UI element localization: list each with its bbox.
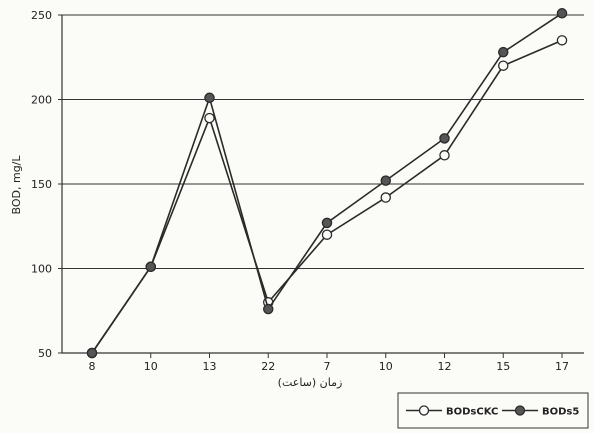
series-BODs5 — [86, 8, 568, 359]
x-tick-label-4: 7 — [324, 360, 331, 373]
point-BODs5-7 — [497, 46, 509, 58]
series-layer — [86, 8, 568, 359]
y-axis-label: BOD, mg/L — [10, 155, 23, 215]
x-tick-label-0: 8 — [89, 360, 96, 373]
x-tick-label-6: 12 — [438, 360, 452, 373]
x-tick-label-2: 13 — [203, 360, 217, 373]
y-tick-label-200: 200 — [31, 94, 52, 107]
point-BODs5-2 — [204, 92, 215, 104]
y-tick-label-50: 50 — [38, 347, 52, 360]
point-BODs5-0 — [86, 347, 98, 359]
series-line-BODs5 — [91, 12, 563, 354]
y-axis-ticks: 50 100 150 200 250 — [31, 9, 62, 360]
point-BODs5-5 — [380, 175, 391, 186]
y-tick-label-100: 100 — [31, 263, 52, 276]
x-axis-ticks: 8 10 13 22 7 10 12 15 17 — [89, 353, 569, 373]
point-BODs5-1 — [145, 261, 156, 273]
legend-marker-BODs5 — [514, 405, 526, 416]
point-BODs5-4 — [321, 217, 333, 229]
legend-label-BODsCKC: BODsCKC — [446, 407, 498, 418]
point-BODsCKC-5 — [380, 192, 391, 203]
grid-lines — [62, 99, 584, 269]
point-BODsCKC-2 — [204, 112, 215, 124]
x-tick-label-1: 10 — [144, 360, 158, 373]
x-tick-label-7: 15 — [496, 360, 510, 373]
legend: BODsCKC BODs5 — [397, 392, 589, 429]
point-BODsCKC-4 — [321, 229, 333, 240]
x-tick-label-5: 10 — [379, 360, 393, 373]
legend-label-BODs5: BODs5 — [542, 407, 579, 418]
point-BODs5-3 — [262, 303, 274, 315]
y-tick-label-150: 150 — [31, 178, 52, 191]
series-BODsCKC — [86, 35, 568, 359]
y-tick-label-250: 250 — [31, 9, 52, 22]
point-BODsCKC-7 — [497, 60, 509, 71]
point-BODs5-6 — [439, 133, 450, 144]
series-line-BODsCKC — [91, 39, 563, 354]
point-BODsCKC-8 — [556, 35, 568, 46]
point-BODsCKC-6 — [439, 150, 450, 161]
legend-box — [397, 392, 589, 429]
x-tick-label-3: 22 — [261, 360, 275, 373]
x-axis-label: زمان (ساعت) — [278, 376, 343, 389]
legend-marker-BODsCKC — [418, 405, 430, 416]
point-BODs5-8 — [556, 8, 568, 19]
x-tick-label-8: 17 — [555, 360, 569, 373]
